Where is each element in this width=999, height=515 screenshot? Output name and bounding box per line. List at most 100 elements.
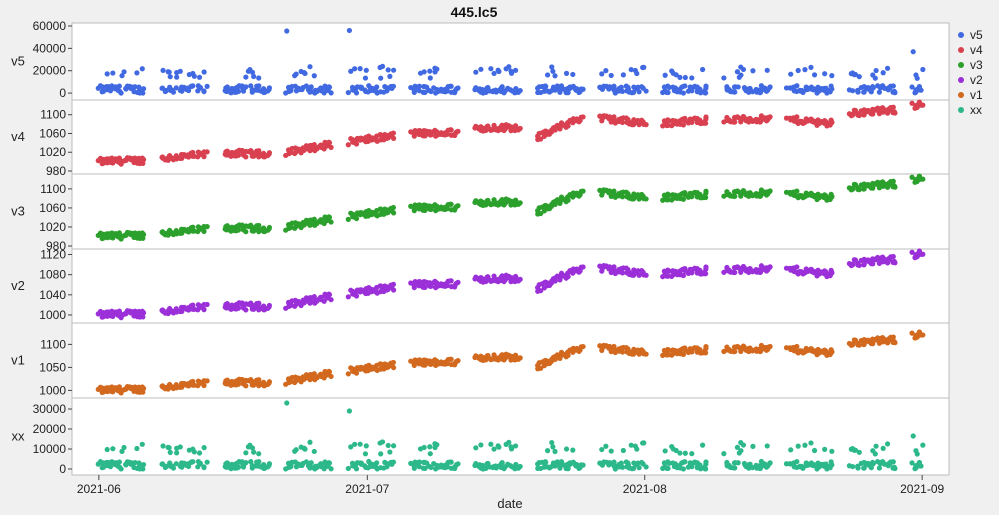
point-v5: [496, 68, 502, 75]
y-axis-label-v4: v4: [11, 129, 25, 144]
point-v5: [636, 89, 642, 95]
point-v4: [538, 136, 544, 142]
point-v5: [619, 88, 626, 95]
point-v4: [266, 150, 273, 156]
point-xx: [256, 459, 262, 465]
point-v1: [557, 355, 563, 361]
point-xx: [385, 442, 391, 449]
point-v2: [99, 310, 105, 316]
point-v5: [387, 73, 393, 79]
point-xx: [611, 459, 617, 465]
point-xx: [697, 462, 703, 468]
y-tick-label: 0: [59, 86, 66, 100]
point-v2: [920, 251, 926, 257]
outlier-point-xx: [284, 400, 290, 406]
point-xx: [107, 464, 114, 470]
point-v1: [850, 341, 856, 347]
point-v4: [767, 114, 773, 120]
point-v1: [140, 389, 146, 395]
point-v5: [185, 87, 192, 94]
y-tick-label: 60000: [33, 19, 67, 33]
point-v4: [140, 160, 146, 167]
point-v2: [427, 283, 433, 289]
point-v5: [322, 83, 328, 89]
point-xx: [496, 444, 502, 450]
point-xx: [506, 439, 512, 445]
x-tick-label: 2021-08: [623, 482, 667, 496]
point-v2: [538, 288, 544, 294]
y-tick-label: 1100: [40, 108, 66, 122]
point-v4: [345, 142, 351, 148]
point-v5: [308, 84, 314, 90]
point-xx: [201, 464, 207, 471]
point-v2: [201, 307, 207, 313]
panel-v1: v1 1000 1050 1100: [11, 322, 949, 397]
point-v3: [732, 193, 738, 199]
point-v3: [390, 204, 397, 211]
point-xx: [362, 451, 369, 457]
point-v2: [140, 310, 147, 316]
point-v5: [620, 72, 626, 78]
point-v5: [243, 74, 249, 80]
point-v4: [625, 116, 631, 123]
point-xx: [599, 446, 605, 453]
point-v5: [345, 89, 351, 96]
point-v3: [256, 222, 262, 229]
point-xx: [191, 449, 197, 455]
point-v4: [565, 123, 571, 129]
point-v1: [580, 343, 586, 350]
point-v5: [166, 69, 172, 75]
point-xx: [311, 448, 317, 455]
point-v3: [483, 202, 489, 208]
point-v5: [110, 70, 116, 76]
point-v4: [580, 114, 586, 120]
point-v1: [703, 350, 709, 356]
point-v1: [861, 341, 867, 348]
point-v3: [132, 230, 138, 236]
point-v2: [204, 301, 210, 308]
point-v5: [249, 69, 256, 75]
point-v5: [740, 66, 747, 73]
point-xx: [434, 442, 440, 448]
point-v3: [794, 188, 800, 194]
point-v1: [328, 373, 334, 380]
point-xx: [185, 463, 192, 470]
point-xx: [379, 439, 386, 445]
point-v1: [345, 371, 351, 377]
point-xx: [795, 443, 801, 449]
y-tick-label: 1120: [40, 248, 66, 262]
point-xx: [856, 449, 862, 455]
point-v2: [448, 278, 454, 284]
point-v5: [204, 83, 210, 89]
point-v3: [243, 229, 249, 235]
point-v4: [794, 114, 800, 120]
point-v2: [643, 272, 649, 278]
point-xx: [140, 461, 147, 468]
y-axis-label-v3: v3: [11, 204, 25, 219]
point-v5: [455, 85, 461, 91]
point-v5: [788, 71, 794, 77]
point-v5: [293, 71, 299, 77]
point-v5: [552, 73, 558, 79]
point-xx: [416, 463, 422, 470]
point-xx: [920, 442, 926, 448]
point-v2: [455, 279, 461, 285]
point-v2: [732, 269, 738, 276]
point-v1: [703, 343, 709, 350]
point-xx: [299, 462, 305, 469]
point-v3: [920, 176, 926, 182]
point-xx: [326, 460, 332, 466]
x-axis: 2021-06 2021-07 2021-08 2021-09: [77, 475, 944, 496]
point-xx: [488, 441, 494, 447]
point-v5: [303, 83, 309, 89]
point-v1: [235, 381, 242, 387]
point-xx: [421, 444, 427, 451]
point-v5: [299, 86, 305, 93]
point-v3: [870, 185, 876, 191]
point-v5: [608, 72, 614, 79]
point-v2: [416, 278, 423, 285]
point-v4: [920, 102, 926, 108]
point-v5: [628, 66, 634, 73]
point-v3: [266, 224, 273, 231]
point-v2: [132, 308, 138, 314]
